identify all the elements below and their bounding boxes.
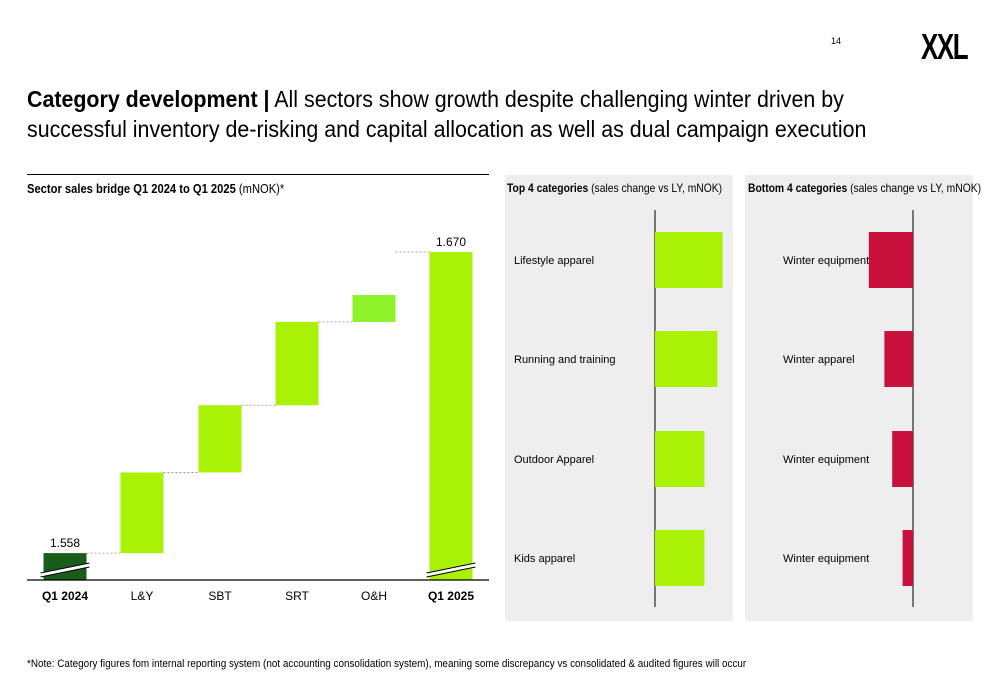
bottom-categories-title: Bottom 4 categories (sales change vs LY,… [748,181,981,195]
footnote: *Note: Category figures fom internal rep… [27,658,747,670]
bottom-categories-category-label: Winter equipment [783,255,869,267]
waterfall-bar-ly [120,472,164,554]
waterfall-category-label: Q1 2025 [428,589,474,603]
waterfall-bar-oh [352,295,396,322]
top-categories-bar [655,530,705,586]
waterfall-chart-title: Sector sales bridge Q1 2024 to Q1 2025 (… [27,181,284,196]
bottom-categories-bar [902,530,913,586]
bottom-categories-bar [884,331,913,387]
top-categories-category-label: Outdoor Apparel [514,454,594,466]
top-categories-category-label: Lifestyle apparel [514,255,594,267]
page-title-rest: All sectors show growth despite challeng… [27,86,867,142]
waterfall-category-label: Q1 2024 [42,589,88,603]
bottom-categories-panel [745,175,973,621]
page-title-bold: Category development | [27,86,270,112]
top-categories-category-label: Running and training [514,354,616,366]
bottom-categories-bar [892,431,913,487]
waterfall-end-label: 1.670 [436,235,466,249]
axis-break-line [426,566,476,578]
bottom-categories-category-label: Winter apparel [783,354,855,366]
brand-logo: XXL [921,26,969,67]
top-categories-title: Top 4 categories (sales change vs LY, mN… [507,181,722,195]
bottom-categories-category-label: Winter equipment [783,454,869,466]
axis-break-line [426,562,476,574]
waterfall-bar-srt [275,321,319,406]
axis-break-gap [40,563,90,577]
title-divider [27,174,489,175]
waterfall-bar-end [429,252,473,580]
top-title-bold: Top 4 categories [507,181,589,195]
waterfall-title-rest: (mNOK)* [235,181,285,196]
waterfall-category-label: SBT [208,589,232,603]
waterfall-bar-sbt [198,405,242,473]
axis-break-gap [426,563,476,577]
waterfall-category-label: O&H [361,589,387,603]
bottom-title-bold: Bottom 4 categories [748,181,848,195]
page-number: 14 [831,36,842,46]
bottom-categories-bar [868,232,913,288]
top-categories-bar [655,331,718,387]
axis-break-line [40,566,90,578]
top-categories-category-label: Kids apparel [514,553,575,565]
waterfall-start-label: 1.558 [50,536,80,550]
axis-break-line [40,562,90,574]
page-title: Category development | All sectors show … [27,84,911,144]
waterfall-category-label: L&Y [131,589,154,603]
top-categories-bar [655,431,705,487]
top-categories-bar [655,232,723,288]
waterfall-category-label: SRT [285,589,309,603]
bottom-categories-category-label: Winter equipment [783,553,869,565]
top-title-rest: (sales change vs LY, mNOK) [588,181,723,195]
waterfall-title-bold: Sector sales bridge Q1 2024 to Q1 2025 [27,181,236,196]
bottom-title-rest: (sales change vs LY, mNOK) [847,181,982,195]
